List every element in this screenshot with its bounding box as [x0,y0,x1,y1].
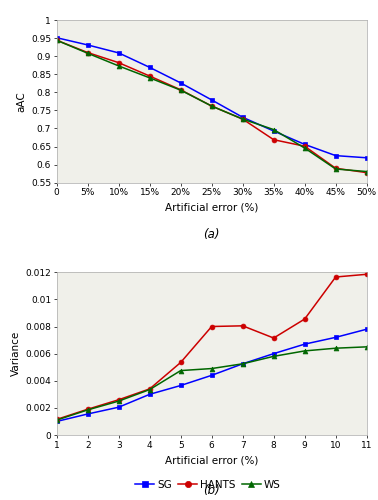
WS [116,398,121,404]
HANTS [364,272,369,278]
WS [302,348,307,354]
HANTS [240,323,245,329]
HANTS [147,73,152,79]
WS [209,103,214,109]
SG [240,361,245,367]
SG [116,404,121,410]
SG [240,114,245,120]
SG [85,42,90,48]
SG [147,392,152,398]
Line: HANTS: HANTS [54,272,369,422]
HANTS [271,136,276,142]
SG [54,34,59,40]
WS [333,345,338,351]
SG [209,97,214,103]
HANTS [240,116,245,122]
SG [333,334,338,340]
WS [54,38,59,44]
Line: SG: SG [54,36,369,160]
SG [147,64,152,70]
WS [271,354,276,360]
HANTS [85,406,90,412]
Line: SG: SG [54,327,369,424]
SG [54,418,59,424]
HANTS [333,166,338,172]
SG [209,372,214,378]
WS [364,168,369,174]
HANTS [85,50,90,56]
HANTS [116,396,121,402]
HANTS [178,87,183,93]
HANTS [271,335,276,341]
WS [147,75,152,81]
X-axis label: Artificial error (%): Artificial error (%) [165,203,259,213]
SG [116,50,121,56]
Line: WS: WS [54,38,369,174]
Line: WS: WS [54,344,369,422]
SG [302,341,307,347]
HANTS [364,170,369,175]
WS [85,407,90,413]
Y-axis label: Variance: Variance [11,331,21,376]
WS [271,126,276,132]
Line: HANTS: HANTS [54,38,369,175]
HANTS [116,60,121,66]
WS [240,361,245,367]
SG [178,80,183,86]
SG [271,128,276,134]
HANTS [147,386,152,392]
WS [147,386,152,392]
HANTS [302,316,307,322]
WS [240,116,245,122]
Text: (a): (a) [203,228,220,241]
SG [271,350,276,356]
WS [302,145,307,151]
WS [333,166,338,172]
HANTS [209,103,214,109]
HANTS [54,416,59,422]
WS [364,344,369,350]
Legend: SG, HANTS, WS: SG, HANTS, WS [131,476,285,494]
X-axis label: Artificial error (%): Artificial error (%) [165,455,259,465]
SG [364,326,369,332]
WS [85,50,90,56]
WS [209,366,214,372]
HANTS [209,324,214,330]
WS [178,87,183,93]
SG [178,382,183,388]
WS [116,63,121,69]
HANTS [302,143,307,149]
SG [302,142,307,148]
HANTS [54,38,59,44]
Text: (b): (b) [203,484,220,497]
HANTS [178,360,183,366]
SG [333,152,338,158]
WS [54,417,59,423]
SG [85,411,90,417]
WS [178,368,183,374]
SG [364,155,369,161]
HANTS [333,274,338,280]
Y-axis label: aAC: aAC [17,91,27,112]
